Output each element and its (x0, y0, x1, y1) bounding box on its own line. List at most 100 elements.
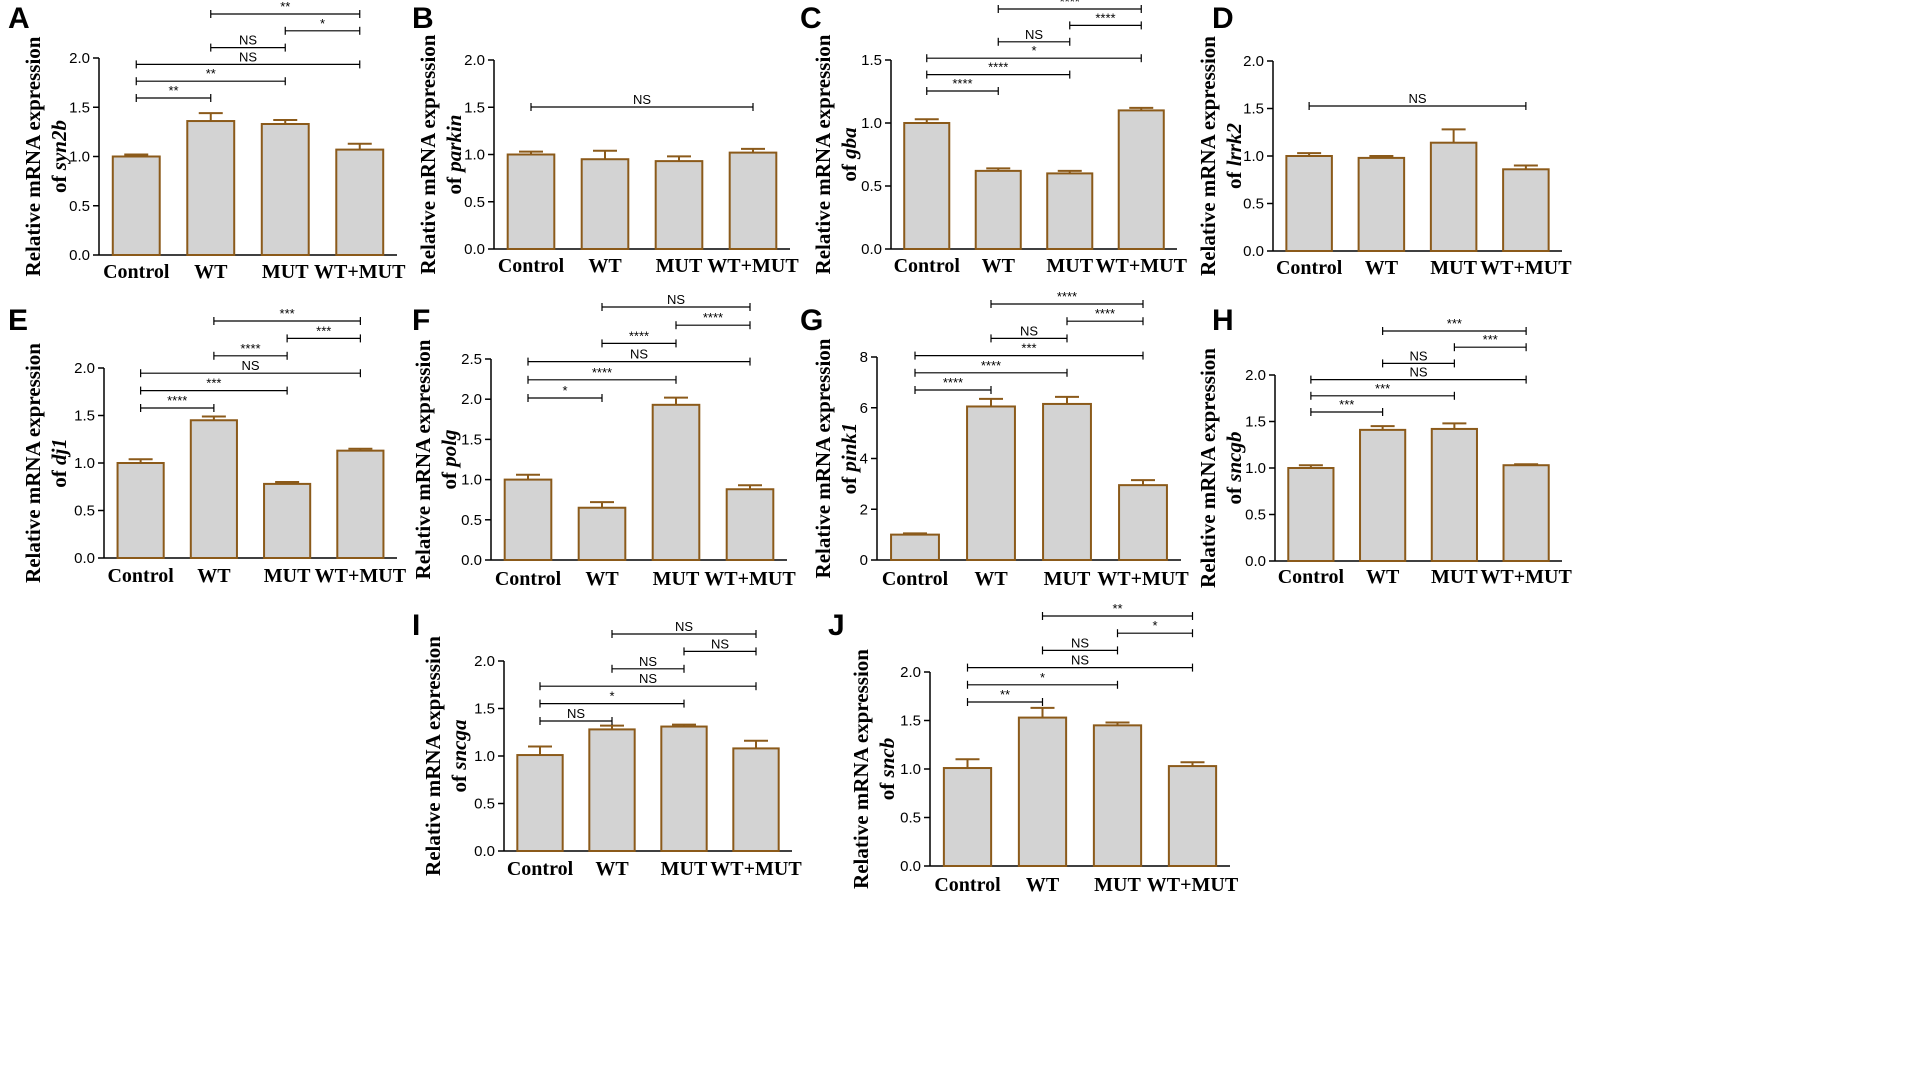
y-axis-label: Relative mRNA expressionof dj1 (21, 343, 71, 583)
y-axis-label: Relative mRNA expressionof parkin (416, 34, 466, 274)
significance-label: NS (639, 671, 657, 686)
bar-control (1287, 467, 1335, 562)
x-category-label: WT (1366, 566, 1400, 588)
x-category-label: MUT (653, 568, 700, 590)
significance-label: NS (1071, 635, 1089, 650)
y-tick-label: 4 (860, 451, 868, 468)
significance-label: **** (943, 375, 963, 390)
significance-label: **** (988, 60, 1008, 75)
bar-wt-mut (728, 151, 778, 250)
y-axis-label-line2: of lrrk2 (1222, 123, 1246, 189)
bar-mut (654, 160, 704, 251)
y-tick-label: 2.0 (69, 50, 90, 67)
panel-letter: D (1212, 2, 1234, 35)
x-category-label: Control (507, 858, 574, 880)
y-axis-label-prefix: of (47, 170, 71, 193)
y-tick-label: 1.5 (1243, 101, 1264, 118)
x-category-label: WT (194, 261, 228, 283)
y-axis-label-prefix: of (1222, 166, 1246, 189)
x-category-label: Control (934, 874, 1001, 896)
significance-label: ** (168, 83, 178, 98)
y-tick-label: 1.0 (1245, 460, 1266, 477)
x-category-label: MUT (1044, 568, 1091, 590)
y-axis-label-prefix: of (875, 777, 899, 800)
y-axis-label-line1: Relative mRNA expression (416, 34, 440, 274)
x-category-label: WT (585, 568, 619, 590)
y-tick-label: 0.5 (1245, 507, 1266, 524)
significance-label: NS (1409, 348, 1427, 363)
x-category-label: WT (588, 255, 622, 277)
y-tick-label: 0.5 (900, 810, 921, 827)
y-axis-label-prefix: of (447, 770, 471, 793)
significance-label: * (1040, 670, 1045, 685)
y-tick-label: 1.0 (474, 748, 495, 765)
bar-control (942, 767, 993, 868)
significance-label: NS (667, 292, 685, 307)
bar-wt (1359, 428, 1407, 562)
y-tick-label: 1.5 (74, 408, 95, 425)
y-tick-label: 1.5 (464, 99, 485, 116)
bar-wt-mut (1167, 765, 1218, 868)
x-category-label: WT+MUT (707, 255, 799, 277)
gene-name: sncgb (1222, 432, 1246, 483)
x-category-label: WT+MUT (314, 261, 406, 283)
significance-label: * (562, 383, 567, 398)
bar-wt (580, 158, 630, 251)
x-category-label: MUT (1430, 257, 1477, 279)
significance-label: **** (592, 365, 612, 380)
significance-label: *** (1447, 316, 1462, 331)
significance-label: NS (239, 33, 257, 48)
x-category-label: WT (1026, 874, 1060, 896)
y-tick-label: 2.0 (474, 653, 495, 670)
significance-label: NS (711, 636, 729, 651)
bar-mut (1429, 141, 1478, 252)
x-category-label: Control (103, 261, 170, 283)
y-tick-label: 0.0 (861, 241, 882, 258)
bar-control (890, 533, 940, 561)
significance-label: NS (675, 619, 693, 634)
bar-wt-mut (1502, 464, 1550, 562)
y-axis-label-line1: Relative mRNA expression (421, 636, 445, 876)
y-axis-label: Relative mRNA expressionof sncga (421, 636, 471, 876)
y-tick-label: 1.0 (861, 115, 882, 132)
y-axis-label-line1: Relative mRNA expression (21, 36, 45, 276)
significance-label: **** (240, 341, 260, 356)
significance-label: * (1152, 618, 1157, 633)
panel-letter: G (800, 304, 823, 337)
gene-name: dj1 (47, 438, 71, 465)
y-tick-label: 2.5 (461, 351, 482, 368)
y-axis-label-line1: Relative mRNA expression (21, 343, 45, 583)
bar-wt-mut (732, 747, 780, 853)
y-tick-label: 1.0 (461, 472, 482, 489)
significance-label: NS (639, 654, 657, 669)
y-axis-label-line2: of sncb (875, 738, 899, 800)
y-axis-label-line2: of parkin (442, 115, 466, 195)
significance-label: NS (241, 358, 259, 373)
bar-mut (1430, 427, 1478, 562)
y-tick-label: 0.0 (74, 550, 95, 567)
y-axis-label-prefix: of (837, 159, 861, 182)
significance-label: **** (1095, 306, 1115, 321)
bar-control (111, 155, 161, 256)
y-tick-label: 0.5 (1243, 196, 1264, 213)
y-tick-label: 0 (860, 552, 868, 569)
gene-name: polg (437, 429, 461, 468)
panel-letter: E (8, 304, 28, 337)
y-tick-label: 1.5 (1245, 414, 1266, 431)
y-axis-label-line2: of sncga (447, 720, 471, 793)
y-axis-label-prefix: of (442, 172, 466, 195)
y-tick-label: 2.0 (461, 391, 482, 408)
panel-letter: C (800, 2, 822, 35)
y-axis-label: Relative mRNA expressionof syn2b (21, 36, 71, 276)
bar-wt-mut (1118, 484, 1168, 561)
significance-label: **** (1095, 10, 1115, 25)
bar-control (503, 478, 553, 562)
panel-letter: J (828, 609, 845, 642)
gene-name: sncga (447, 720, 471, 771)
y-tick-label: 1.0 (900, 761, 921, 778)
y-axis-label: Relative mRNA expressionof gba (811, 34, 861, 274)
x-category-label: WT+MUT (1147, 874, 1239, 896)
bar-control (516, 754, 564, 852)
y-axis-label-line2: of polg (437, 429, 461, 489)
x-category-label: WT+MUT (1480, 566, 1572, 588)
